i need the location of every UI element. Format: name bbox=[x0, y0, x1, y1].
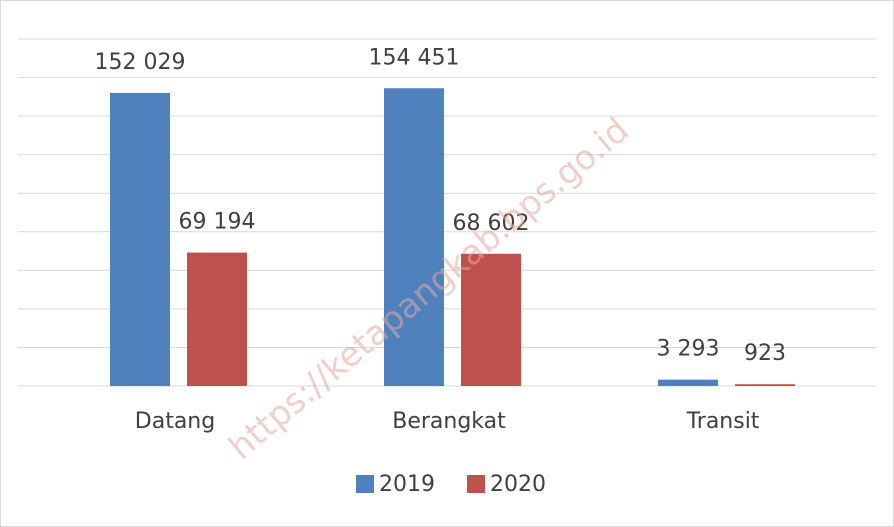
legend-label: 2019 bbox=[379, 472, 435, 497]
legend-swatch bbox=[356, 475, 374, 493]
bar bbox=[384, 88, 444, 386]
data-label: 923 bbox=[744, 341, 786, 366]
bar bbox=[658, 379, 718, 386]
bar bbox=[187, 252, 247, 386]
data-label: 154 451 bbox=[369, 45, 460, 70]
x-tick-label: Berangkat bbox=[392, 409, 506, 434]
x-tick-label: Datang bbox=[135, 409, 215, 434]
legend-label: 2020 bbox=[490, 472, 546, 497]
legend-swatch bbox=[467, 475, 485, 493]
data-label: 152 029 bbox=[95, 50, 186, 75]
data-label: 68 602 bbox=[453, 211, 530, 236]
data-label: 69 194 bbox=[179, 210, 256, 235]
x-tick-label: Transit bbox=[686, 409, 760, 434]
bar bbox=[461, 253, 521, 386]
data-label: 3 293 bbox=[657, 337, 720, 362]
bar bbox=[110, 92, 170, 386]
bar bbox=[735, 384, 795, 386]
